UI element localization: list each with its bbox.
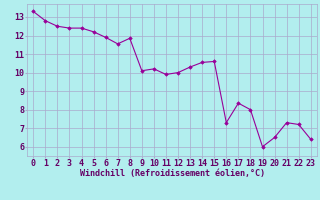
X-axis label: Windchill (Refroidissement éolien,°C): Windchill (Refroidissement éolien,°C) bbox=[79, 169, 265, 178]
